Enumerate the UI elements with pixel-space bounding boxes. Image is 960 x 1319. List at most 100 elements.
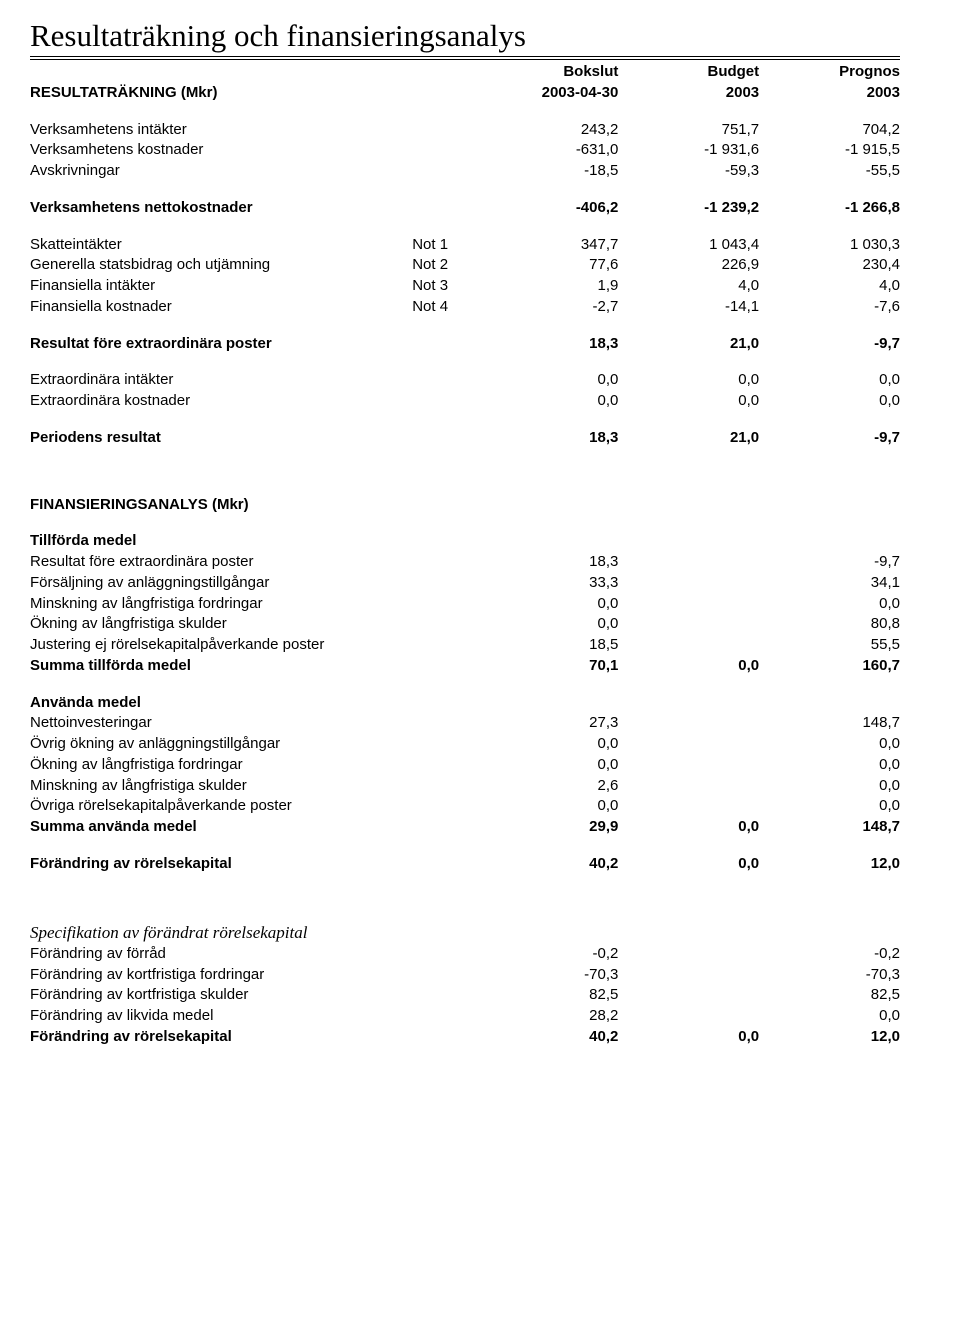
table-row: Extraordinära kostnader 0,0 0,0 0,0 <box>30 391 900 412</box>
cell: 2,6 <box>478 776 619 797</box>
cell: 751,7 <box>618 120 759 141</box>
cell: 0,0 <box>759 755 900 776</box>
cell: 704,2 <box>759 120 900 141</box>
table-row: Verksamhetens kostnader -631,0 -1 931,6 … <box>30 140 900 161</box>
note-cell: Not 3 <box>412 276 477 297</box>
page-title: Resultaträkning och finansieringsanalys <box>30 18 900 60</box>
row-label: RESULTATRÄKNING (Mkr) <box>30 83 412 104</box>
cell: 243,2 <box>478 120 619 141</box>
cell: 226,9 <box>618 255 759 276</box>
cell: 0,0 <box>759 1006 900 1027</box>
table-row: FINANSIERINGSANALYS (Mkr) <box>30 495 900 516</box>
cell: 0,0 <box>759 776 900 797</box>
note-cell: Not 2 <box>412 255 477 276</box>
row-label: Förändring av rörelsekapital <box>30 1027 412 1048</box>
table-row: Minskning av långfristiga fordringar 0,0… <box>30 594 900 615</box>
row-label: Verksamhetens intäkter <box>30 120 412 141</box>
table-row: Verksamhetens intäkter 243,2 751,7 704,2 <box>30 120 900 141</box>
table-row: Förändring av kortfristiga fordringar -7… <box>30 965 900 986</box>
cell: -1 239,2 <box>618 198 759 219</box>
cell: 40,2 <box>478 1027 619 1048</box>
row-label: Ökning av långfristiga fordringar <box>30 755 412 776</box>
cell: 18,5 <box>478 635 619 656</box>
cell: 0,0 <box>618 656 759 677</box>
table-row: Specifikation av förändrat rörelsekapita… <box>30 921 900 944</box>
col-header: 2003 <box>618 83 759 104</box>
cell: -55,5 <box>759 161 900 182</box>
cell: -14,1 <box>618 297 759 318</box>
row-label: Minskning av långfristiga fordringar <box>30 594 412 615</box>
table-row: Summa tillförda medel 70,1 0,0 160,7 <box>30 656 900 677</box>
table-row: Nettoinvesteringar 27,3 148,7 <box>30 713 900 734</box>
table-row: Resultat före extraordinära poster 18,3 … <box>30 552 900 573</box>
row-label: Resultat före extraordinära poster <box>30 334 412 355</box>
cell: -9,7 <box>759 552 900 573</box>
cell: -9,7 <box>759 334 900 355</box>
col-header: 2003-04-30 <box>478 83 619 104</box>
cell: 0,0 <box>759 391 900 412</box>
cell: 4,0 <box>618 276 759 297</box>
row-label: Summa tillförda medel <box>30 656 412 677</box>
note-cell: Not 4 <box>412 297 477 318</box>
note-cell: Not 1 <box>412 235 477 256</box>
table-row: Övriga rörelsekapitalpåverkande poster 0… <box>30 796 900 817</box>
table-row: Förändring av kortfristiga skulder 82,5 … <box>30 985 900 1006</box>
section-heading: FINANSIERINGSANALYS (Mkr) <box>30 495 900 516</box>
row-label: Summa använda medel <box>30 817 412 838</box>
cell: 28,2 <box>478 1006 619 1027</box>
row-label: Ökning av långfristiga skulder <box>30 614 412 635</box>
cell: -0,2 <box>759 944 900 965</box>
cell: 148,7 <box>759 713 900 734</box>
cell: 80,8 <box>759 614 900 635</box>
cell: 0,0 <box>618 817 759 838</box>
row-label: Generella statsbidrag och utjämning <box>30 255 412 276</box>
row-label: Verksamhetens nettokostnader <box>30 198 412 219</box>
table-row: Förändring av förråd -0,2 -0,2 <box>30 944 900 965</box>
cell: 0,0 <box>478 614 619 635</box>
cell: 0,0 <box>618 1027 759 1048</box>
cell: 18,3 <box>478 552 619 573</box>
cell: 0,0 <box>478 796 619 817</box>
table-row: Extraordinära intäkter 0,0 0,0 0,0 <box>30 370 900 391</box>
cell: -1 266,8 <box>759 198 900 219</box>
cell: 0,0 <box>759 370 900 391</box>
row-label: Verksamhetens kostnader <box>30 140 412 161</box>
cell: -1 931,6 <box>618 140 759 161</box>
row-label: Justering ej rörelsekapitalpåverkande po… <box>30 635 478 656</box>
table-header-row: RESULTATRÄKNING (Mkr) 2003-04-30 2003 20… <box>30 83 900 104</box>
row-label: Extraordinära intäkter <box>30 370 412 391</box>
row-label: Nettoinvesteringar <box>30 713 412 734</box>
cell: 21,0 <box>618 428 759 449</box>
table-row: Avskrivningar -18,5 -59,3 -55,5 <box>30 161 900 182</box>
table-row: Periodens resultat 18,3 21,0 -9,7 <box>30 428 900 449</box>
cell: 347,7 <box>478 235 619 256</box>
cell: 0,0 <box>759 734 900 755</box>
cell: 4,0 <box>759 276 900 297</box>
cell: 1 030,3 <box>759 235 900 256</box>
cell: 0,0 <box>759 796 900 817</box>
cell: 33,3 <box>478 573 619 594</box>
row-label: Extraordinära kostnader <box>30 391 412 412</box>
cell: 0,0 <box>478 734 619 755</box>
cell: 12,0 <box>759 854 900 875</box>
cell: 0,0 <box>618 854 759 875</box>
row-label: Övriga rörelsekapitalpåverkande poster <box>30 796 478 817</box>
table-row: Minskning av långfristiga skulder 2,6 0,… <box>30 776 900 797</box>
table-row: Finansiella intäkter Not 3 1,9 4,0 4,0 <box>30 276 900 297</box>
cell: 230,4 <box>759 255 900 276</box>
table-row: Resultat före extraordinära poster 18,3 … <box>30 334 900 355</box>
row-label: Förändring av kortfristiga skulder <box>30 985 412 1006</box>
table-row: Tillförda medel <box>30 531 900 552</box>
row-label: Skatteintäkter <box>30 235 412 256</box>
row-label: Förändring av likvida medel <box>30 1006 412 1027</box>
row-label: Försäljning av anläggningstillgångar <box>30 573 412 594</box>
cell: 0,0 <box>618 391 759 412</box>
table-row: Förändring av likvida medel 28,2 0,0 <box>30 1006 900 1027</box>
cell: -631,0 <box>478 140 619 161</box>
cell: 0,0 <box>618 370 759 391</box>
cell: -1 915,5 <box>759 140 900 161</box>
table-row: Försäljning av anläggningstillgångar 33,… <box>30 573 900 594</box>
cell: 160,7 <box>759 656 900 677</box>
subsection-heading: Specifikation av förändrat rörelsekapita… <box>30 921 900 944</box>
cell: 40,2 <box>478 854 619 875</box>
